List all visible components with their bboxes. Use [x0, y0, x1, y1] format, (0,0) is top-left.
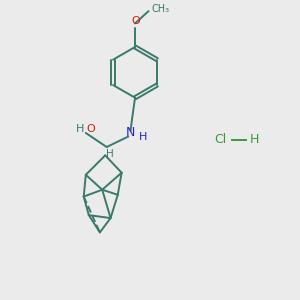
Text: Cl: Cl	[214, 133, 226, 146]
Text: H: H	[139, 132, 147, 142]
Text: H: H	[76, 124, 84, 134]
Text: H: H	[106, 148, 114, 159]
Text: N: N	[126, 126, 135, 139]
Text: H: H	[250, 133, 259, 146]
Text: CH₃: CH₃	[152, 4, 169, 14]
Text: O: O	[86, 124, 95, 134]
Text: O: O	[132, 16, 140, 26]
